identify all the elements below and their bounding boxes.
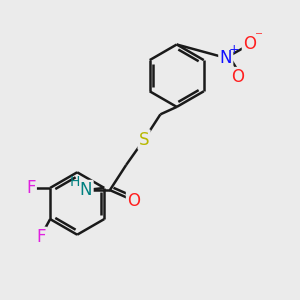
Text: N: N [80, 181, 92, 199]
Text: O: O [231, 68, 244, 86]
Text: H: H [70, 175, 80, 189]
Text: S: S [139, 130, 149, 148]
Text: F: F [37, 228, 46, 246]
Text: ⁻: ⁻ [254, 29, 262, 44]
Text: +: + [229, 43, 239, 56]
Text: N: N [220, 49, 232, 67]
Text: O: O [243, 35, 256, 53]
Text: F: F [26, 179, 36, 197]
Text: O: O [127, 191, 140, 209]
